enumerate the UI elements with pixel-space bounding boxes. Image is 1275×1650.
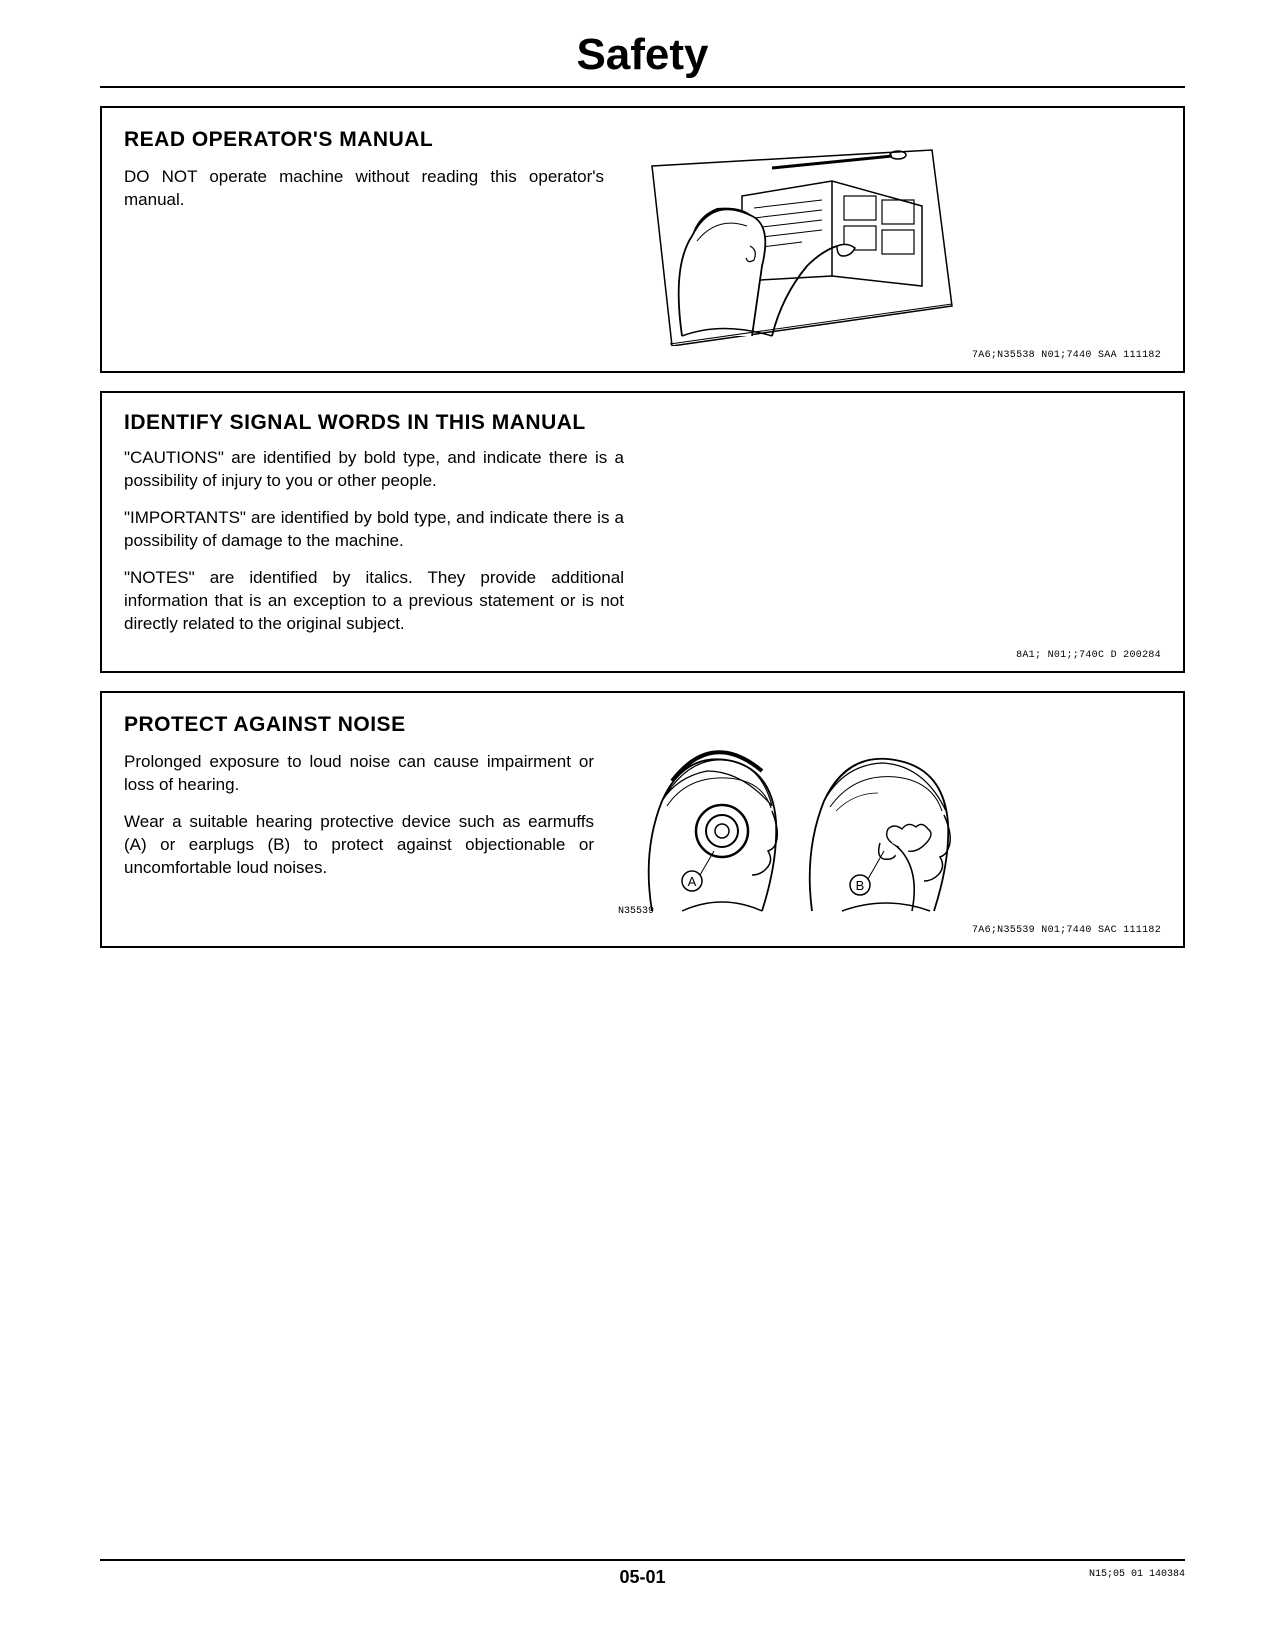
page-number: 05-01 xyxy=(100,1567,1185,1588)
label-b: B xyxy=(856,878,865,893)
section-heading: READ OPERATOR'S MANUAL xyxy=(124,126,604,154)
illustration-ref: N35539 xyxy=(618,906,654,917)
section-read-manual: READ OPERATOR'S MANUAL DO NOT operate ma… xyxy=(100,106,1185,373)
section-text: "CAUTIONS" are identified by bold type, … xyxy=(124,447,624,636)
page-footer: 05-01 N15;05 01 140384 xyxy=(100,1559,1185,1588)
footer-code: N15;05 01 140384 xyxy=(1089,1569,1185,1580)
illustration-hearing-protection: A xyxy=(612,711,992,921)
section-heading: IDENTIFY SIGNAL WORDS IN THIS MANUAL xyxy=(124,411,1161,435)
page-title: Safety xyxy=(100,30,1185,88)
ref-code: 8A1; N01;;740C D 200284 xyxy=(124,650,1161,661)
paragraph: DO NOT operate machine without reading t… xyxy=(124,166,604,212)
paragraph: "CAUTIONS" are identified by bold type, … xyxy=(124,447,624,493)
section-text: READ OPERATOR'S MANUAL DO NOT operate ma… xyxy=(124,126,604,346)
paragraph: "IMPORTANTS" are identified by bold type… xyxy=(124,507,624,553)
section-signal-words: IDENTIFY SIGNAL WORDS IN THIS MANUAL "CA… xyxy=(100,391,1185,673)
paragraph: Wear a suitable hearing protective devic… xyxy=(124,811,594,880)
section-text: PROTECT AGAINST NOISE Prolonged exposure… xyxy=(124,711,594,921)
section-heading: PROTECT AGAINST NOISE xyxy=(124,711,594,739)
paragraph: "NOTES" are identified by italics. They … xyxy=(124,567,624,636)
ref-code: 7A6;N35538 N01;7440 SAA 111182 xyxy=(124,350,1161,361)
paragraph: Prolonged exposure to loud noise can cau… xyxy=(124,751,594,797)
section-noise: PROTECT AGAINST NOISE Prolonged exposure… xyxy=(100,691,1185,948)
illustration-reading-manual xyxy=(622,126,962,346)
label-a: A xyxy=(688,874,697,889)
page: Safety READ OPERATOR'S MANUAL DO NOT ope… xyxy=(0,0,1275,1650)
ref-code: 7A6;N35539 N01;7440 SAC 111182 xyxy=(124,925,1161,936)
